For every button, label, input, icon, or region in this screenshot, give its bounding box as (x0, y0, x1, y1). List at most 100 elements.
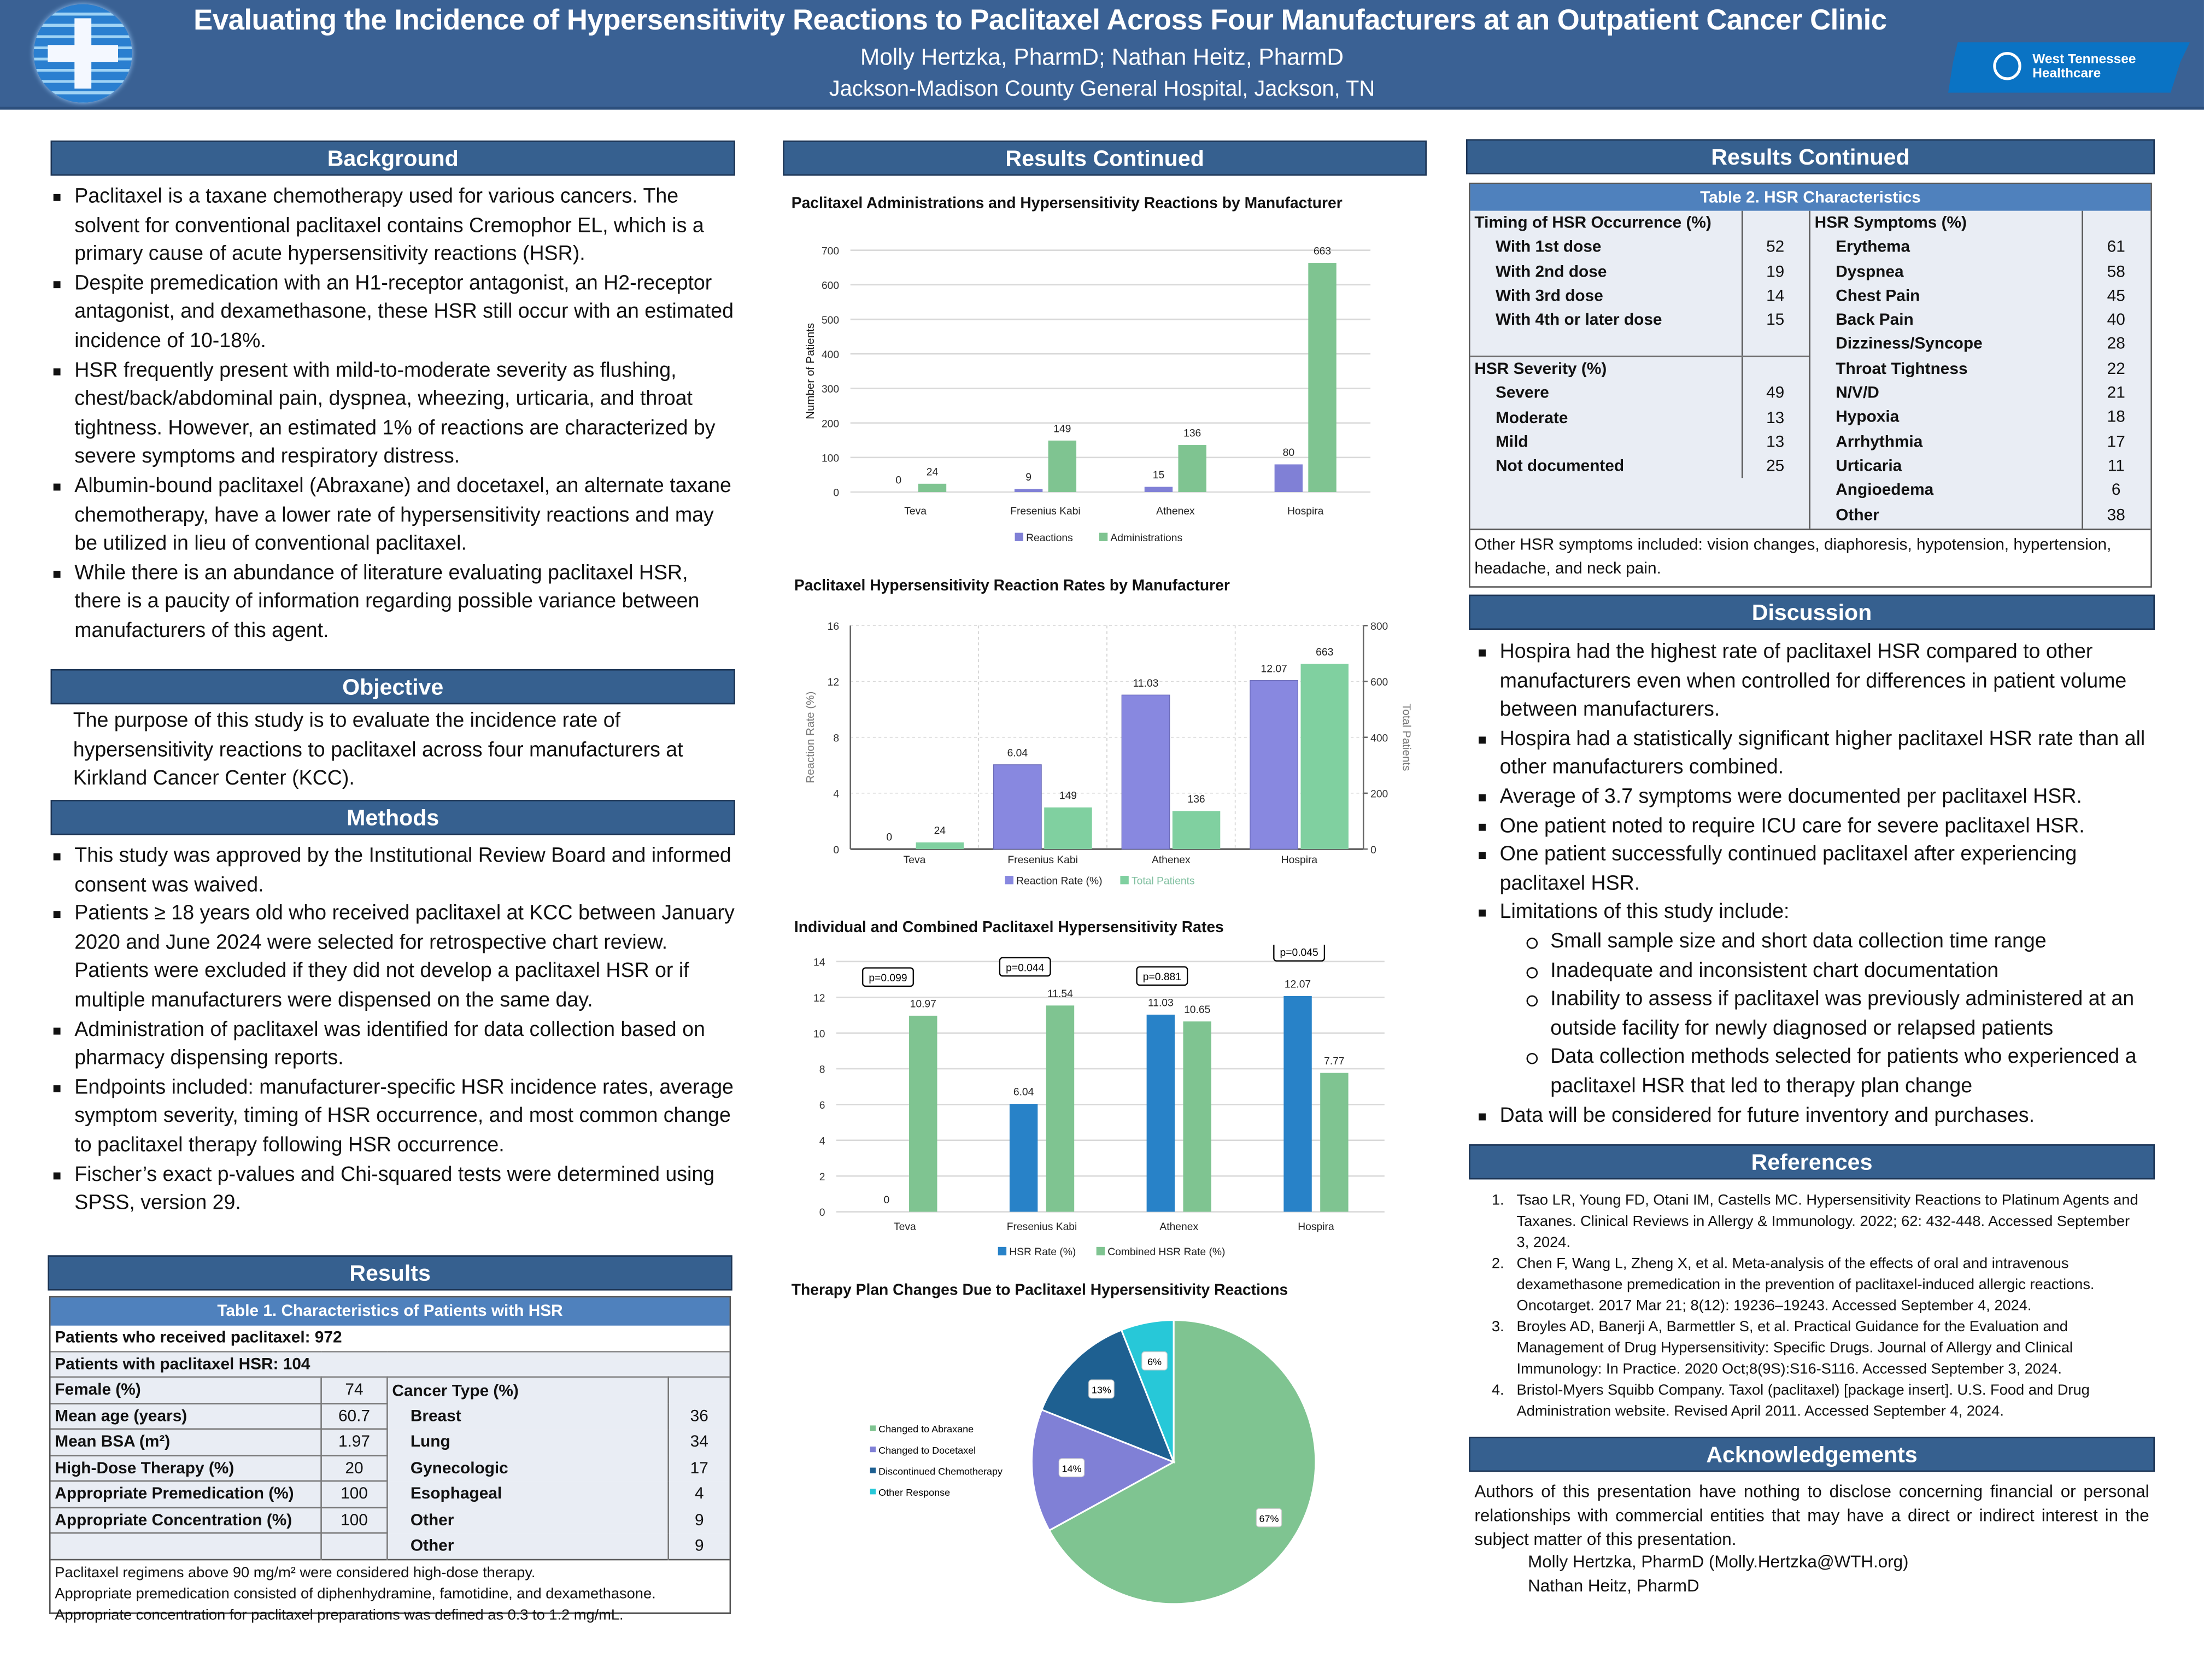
legend-label: Total Patients (1132, 875, 1195, 887)
table2-row: With 2nd dose 19 (1470, 260, 1809, 284)
table2-row: Chest Pain 45 (1810, 284, 2150, 308)
row-value: 1.97 (321, 1429, 388, 1456)
legend-label: Reaction Rate (%) (1016, 875, 1102, 887)
chart4-title: Therapy Plan Changes Due to Paclitaxel H… (791, 1282, 1288, 1299)
pie-data-label: 14% (1062, 1463, 1081, 1474)
contact-2: Nathan Heitz, PharmD (1528, 1576, 1699, 1596)
limitation-item: Data collection methods selected for pat… (1523, 1044, 2153, 1102)
y-tick-label: 2 (819, 1172, 825, 1183)
table1-row: Mean BSA (m²) 1.97 Lung 34 (50, 1429, 730, 1456)
severity-block: HSR Severity (%) Severe 49 Moderate 13 Mild 13… (1470, 357, 1809, 479)
block-heading: HSR Severity (%) (1474, 360, 1607, 378)
row-value: 19 (1766, 262, 1785, 281)
row-value: 49 (1766, 384, 1785, 403)
cancer-type-value: 36 (690, 1407, 708, 1425)
acknowledgements-heading: Acknowledgements (1469, 1436, 2155, 1472)
table2-row: With 4th or later dose 15 (1470, 308, 1809, 332)
reference-item: Broyles AD, Banerji A, Barmettler S, et … (1508, 1317, 2143, 1380)
limitations-list: Small sample size and short data collect… (1500, 928, 2154, 1102)
legend-label: Changed to Abraxane (878, 1424, 974, 1435)
data-label: 10.97 (910, 998, 936, 1010)
data-label: 0 (884, 1195, 890, 1206)
pie-label-box (1141, 1351, 1168, 1371)
table2-row: Dyspnea 58 (1810, 260, 2150, 284)
data-label: 9 (1025, 472, 1031, 483)
row-label: Appropriate Concentration (%) (50, 1507, 322, 1534)
discussion-bullet-text: One patient noted to require ICU care fo… (1499, 815, 2085, 838)
row-value: 25 (1766, 457, 1785, 476)
background-list: Paclitaxel is a taxane chemotherapy used… (51, 183, 740, 646)
contact-1: Molly Hertzka, PharmD (Molly.Hertzka@WTH… (1528, 1552, 1909, 1572)
pie-label-box (1058, 1458, 1085, 1478)
row-value: 13 (1766, 432, 1785, 452)
results-continued-2-heading: Results Continued (1466, 139, 2155, 174)
objective-heading: Objective (50, 669, 735, 705)
cancer-type-label: Other (387, 1507, 669, 1533)
legend-swatch (870, 1489, 876, 1495)
block-heading: HSR Symptoms (%) (1814, 213, 1967, 232)
pie-data-label: 13% (1092, 1384, 1111, 1395)
row-value: 60.7 (321, 1403, 388, 1430)
legend-swatch (1015, 532, 1023, 541)
table2-row: Arrhythmia 17 (1810, 430, 2150, 454)
background-bullet: Despite premedication with an H1-recepto… (51, 270, 740, 356)
background-bullet: While there is an abundance of literatur… (51, 559, 740, 646)
y2-tick-label: 400 (1370, 733, 1388, 744)
data-label: 12.07 (1285, 979, 1311, 991)
row-value: 13 (1766, 408, 1785, 427)
category-label: Fresenius Kabi (1007, 854, 1078, 866)
table2-row: Hypoxia 18 (1810, 406, 2150, 430)
symptoms-block: HSR Symptoms (%) Erythema 61 Dyspnea 58 Chest… (1810, 210, 2151, 529)
discussion-bullet-text: Hospira had the highest rate of paclitax… (1499, 641, 2127, 722)
y-tick-label: 4 (819, 1135, 825, 1147)
legend-swatch (870, 1446, 876, 1453)
row-label: Other (1836, 505, 1879, 524)
row-label: Mean age (years) (50, 1403, 322, 1430)
poster-title: Evaluating the Incidence of Hypersensiti… (194, 4, 1887, 37)
cancer-type-label: Esophageal (387, 1480, 669, 1507)
background-bullet: Albumin-bound paclitaxel (Abraxane) and … (51, 472, 740, 559)
bar-administrations (918, 483, 947, 492)
y-tick-label: 0 (833, 488, 839, 499)
row-label: Chest Pain (1836, 286, 1920, 305)
references-section: Tsao LR, Young FD, Otani IM, Castells MC… (1469, 1191, 2143, 1423)
background-heading: Background (50, 141, 735, 176)
bar-reactions (1274, 464, 1303, 492)
p-value-label: p=0.881 (1143, 971, 1181, 983)
legend-label: HSR Rate (%) (1009, 1246, 1076, 1258)
table1-notes: Paclitaxel regimens above 90 mg/m² were … (51, 1560, 730, 1629)
legend-swatch (998, 1246, 1007, 1256)
chart3-individual-combined: 0 2 4 6 8 10 12 14 Teva 0 10.97 p=0.099 Fresenius Ka… (813, 944, 1385, 1258)
cancer-type-label: Gynecologic (387, 1455, 669, 1481)
row-label: Urticaria (1836, 456, 1902, 476)
acknowledgements-section: Authors of this presentation have nothin… (1474, 1480, 2149, 1599)
y-tick-label: 100 (822, 453, 839, 465)
row-label: Erythema (1836, 238, 1910, 256)
legend-swatch (1099, 532, 1108, 541)
cancer-type-label: Other (387, 1533, 669, 1559)
medical-cross-logo-icon (33, 4, 132, 103)
pie-label-box (1256, 1508, 1282, 1527)
cancer-type-value: 9 (694, 1511, 704, 1530)
row-label: Back Pain (1836, 311, 1914, 330)
y-tick-label: 8 (819, 1064, 825, 1076)
row-label: Moderate (1495, 408, 1568, 427)
objective-text: The purpose of this study is to evaluate… (73, 710, 683, 791)
bar-reaction-rate- (993, 764, 1042, 850)
table1-note: Appropriate concentration for paclitaxel… (55, 1606, 624, 1623)
y-tick-label: 10 (813, 1028, 825, 1040)
bar-hsr-rate- (1009, 1104, 1038, 1212)
table2-row: Mild 13 (1470, 430, 1809, 454)
discussion-bullet-text: Average of 3.7 symptoms were documented … (1499, 786, 2082, 809)
legend-label: Reactions (1026, 532, 1073, 544)
discussion-bullet-text: Hospira had a statistically significant … (1499, 728, 2146, 780)
table2-grid: Timing of HSR Occurrence (%) With 1st dos… (1470, 210, 2151, 530)
table1-grid: Patients who received paclitaxel: 972 Pa… (50, 1325, 730, 1560)
bar-hsr-rate- (1283, 996, 1312, 1212)
table2-row: Severe 49 (1470, 382, 1809, 406)
row-label: Mean BSA (m²) (50, 1429, 322, 1456)
y-tick-label: 0 (833, 845, 839, 856)
logo-text: West Tennessee Healthcare (2032, 52, 2136, 82)
methods-bullet: Fischer’s exact p-values and Chi-squared… (51, 1161, 740, 1219)
y-tick-label: 600 (822, 280, 839, 292)
